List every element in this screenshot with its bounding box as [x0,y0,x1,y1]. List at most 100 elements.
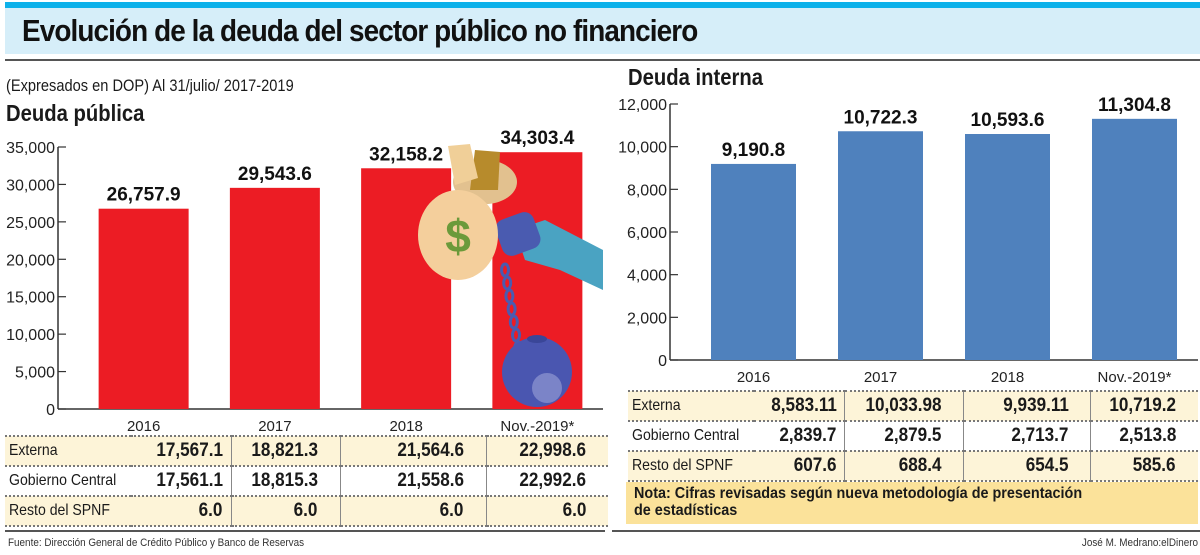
chain-link [500,262,510,278]
bar-value-label: 11,304.8 [1098,95,1171,116]
bar-value-label: 26,757.9 [107,185,181,206]
bar-value-label: 34,303.4 [500,130,574,149]
dollar-icon: $ [445,210,471,262]
x-tick-label: 2018 [991,369,1024,386]
chain-link [508,314,519,330]
chain-link [504,288,515,304]
table-cell: 607.6 [753,450,845,482]
deuda-publica-title: Deuda pública [6,100,145,126]
table-cell: 2,879.5 [844,420,964,452]
deuda-interna-table: Externa 8,583.11 10,033.98 9,939.11 10,719.2… [628,390,1198,482]
y-tick-label: 4,000 [627,268,667,285]
bar-value-label: 29,543.6 [238,164,312,185]
footer-divider-right [612,530,1200,532]
bar [838,131,923,360]
footer-divider-left [5,530,605,532]
y-tick-label: 25,000 [6,215,55,232]
table-row: Resto del SPNF 6.0 6.0 6.0 6.0 [5,495,608,527]
table-row: Gobierno Central 2,839.7 2,879.5 2,713.7 2,5… [628,420,1198,452]
bar-value-label: 10,593.6 [971,110,1045,131]
table-cell: 2,839.7 [753,420,845,452]
money-bag-icon [418,190,498,280]
table-cell: 688.4 [844,450,964,482]
row-label: Resto del SPNF [5,495,131,527]
bar [1092,118,1177,360]
table-cell: 6.0 [485,495,608,527]
title-divider [5,59,1200,61]
source-note: Fuente: Dirección General de Crédito Púb… [8,537,305,549]
table-cell: 9,939.11 [963,390,1091,422]
bar [229,187,320,409]
page-title: Evolución de la deuda del sector público… [22,13,698,48]
methodology-note: Nota: Cifras revisadas según nueva metod… [626,482,1198,524]
note-line-1: Nota: Cifras revisadas según nueva metod… [634,485,1083,502]
y-tick-label: 20,000 [6,252,55,269]
bar-value-label: 10,722.3 [844,107,918,128]
table-cell: 17,561.1 [130,465,232,497]
table-cell: 21,564.6 [339,435,487,467]
bar-value-label: 9,190.8 [722,140,785,161]
table-cell: 22,998.6 [485,435,608,467]
y-tick-label: 6,000 [627,225,667,242]
x-tick-label: 2017 [258,418,291,435]
table-row: Gobierno Central 17,561.1 18,815.3 21,558.6… [5,465,608,497]
table-cell: 10,719.2 [1090,390,1198,422]
table-cell: 17,567.1 [130,435,232,467]
chain-link [511,327,521,343]
bar [965,134,1050,360]
row-label: Externa [5,435,131,467]
title-bar: Evolución de la deuda del sector público… [5,2,1200,54]
bar [711,163,796,360]
y-tick-label: 0 [46,402,55,419]
author-credit: José M. Medrano:elDinero [1081,537,1198,549]
chain-link [502,275,513,291]
y-tick-label: 0 [658,353,667,370]
y-tick-label: 35,000 [6,140,55,157]
y-tick-label: 10,000 [6,327,55,344]
table-cell: 654.5 [963,450,1091,482]
table-row: Resto del SPNF 607.6 688.4 654.5 585.6 [628,450,1198,482]
table-cell: 21,558.6 [339,465,487,497]
row-label: Gobierno Central [5,465,131,497]
row-label: Resto del SPNF [628,450,754,482]
x-tick-label: Nov.-2019* [500,418,574,435]
bar-value-label: 32,158.2 [369,144,443,165]
table-cell: 10,033.98 [844,390,964,422]
row-label: Gobierno Central [628,420,754,452]
deuda-publica-table: Externa 17,567.1 18,821.3 21,564.6 22,998.6 G… [5,435,608,527]
chart-subtitle: (Expresados en DOP) Al 31/julio/ 2017-20… [6,76,294,95]
deuda-interna-chart: 0 2,000 4,000 6,000 8,000 10,000 12,000 9,190.8… [618,95,1198,386]
x-tick-label: 2016 [127,418,160,435]
row-label: Externa [628,390,754,422]
y-tick-label: 5,000 [15,365,55,382]
y-tick-label: 10,000 [618,140,667,157]
table-cell: 18,815.3 [230,465,341,497]
money-bag-ball-chain-illustration: $ [418,144,603,407]
deuda-publica-chart: 0 5,000 10,000 15,000 20,000 25,000 30,000 35,0… [6,130,603,435]
y-tick-label: 8,000 [627,182,667,199]
table-cell: 8,583.11 [753,390,845,422]
y-tick-label: 2,000 [627,310,667,327]
table-cell: 585.6 [1090,450,1198,482]
table-cell: 22,992.6 [485,465,608,497]
x-tick-label: 2018 [389,418,422,435]
table-row: Externa 8,583.11 10,033.98 9,939.11 10,719.2 [628,390,1198,422]
note-line-2: de estadísticas [634,502,738,519]
table-row: Externa 17,567.1 18,821.3 21,564.6 22,998.6 [5,435,608,467]
table-cell: 2,713.7 [963,420,1091,452]
y-tick-label: 12,000 [618,97,667,114]
table-cell: 6.0 [230,495,341,527]
bar [98,208,189,409]
table-cell: 6.0 [339,495,487,527]
y-tick-label: 15,000 [6,290,55,307]
x-tick-label: Nov.-2019* [1098,369,1172,386]
chain-link [506,301,517,317]
table-cell: 2,513.8 [1090,420,1198,452]
x-tick-label: 2017 [864,369,897,386]
handcuff-icon [495,212,541,256]
table-cell: 18,821.3 [230,435,341,467]
y-tick-label: 30,000 [6,177,55,194]
x-tick-label: 2016 [737,369,770,386]
table-cell: 6.0 [130,495,232,527]
deuda-interna-title: Deuda interna [628,64,763,90]
